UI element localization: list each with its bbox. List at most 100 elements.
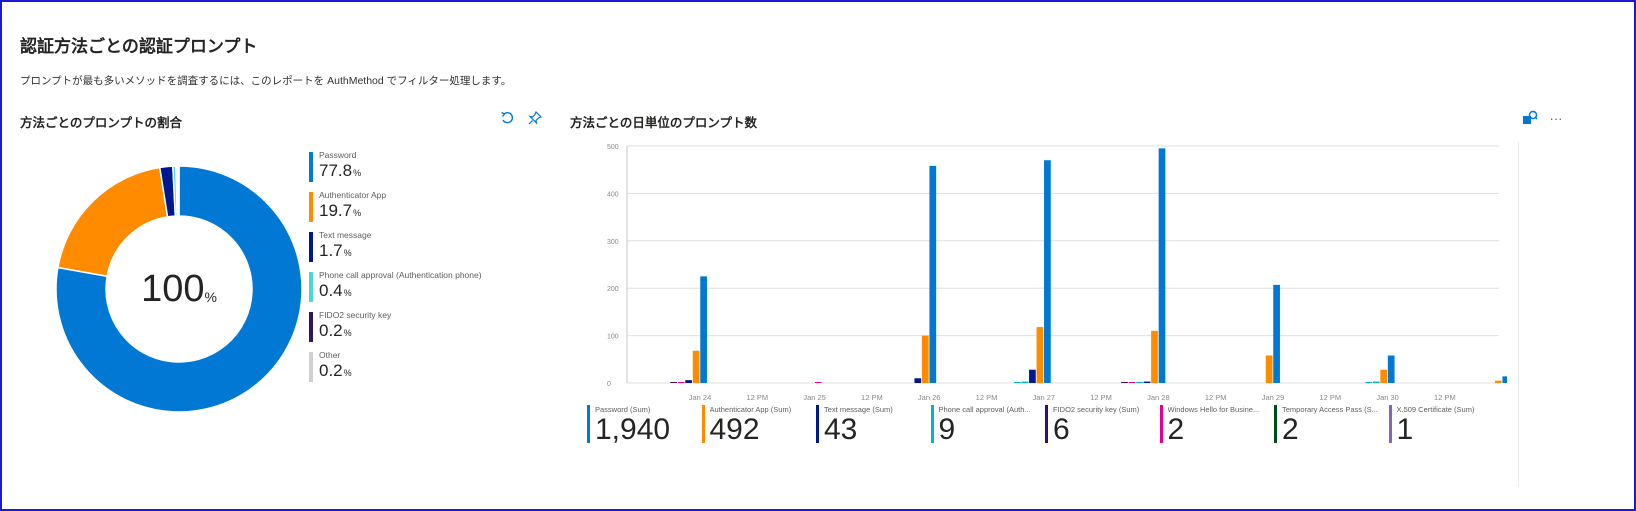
bar[interactable] xyxy=(692,350,700,383)
donut-slice[interactable] xyxy=(55,165,303,413)
summary-card: Phone call approval (Auth... 9 xyxy=(930,405,1051,447)
x-tick-label: 12 PM xyxy=(1434,393,1456,402)
bar[interactable] xyxy=(685,380,692,383)
legend-item[interactable]: Other 0.2% xyxy=(309,350,482,390)
legend-swatch xyxy=(309,152,313,182)
x-tick-label: 12 PM xyxy=(1205,393,1227,402)
bar[interactable] xyxy=(1044,160,1051,383)
more-icon[interactable]: ··· xyxy=(1549,110,1563,126)
x-tick-label: Jan 27 xyxy=(1033,393,1056,402)
bar[interactable] xyxy=(700,276,707,383)
legend-value-number: 19.7 xyxy=(319,201,353,220)
legend-item[interactable]: FIDO2 security key 0.2% xyxy=(309,310,482,350)
card-label: Password (Sum) xyxy=(595,405,651,414)
card-value: 2 xyxy=(1167,413,1185,446)
bar[interactable] xyxy=(1036,327,1044,383)
bar[interactable] xyxy=(1387,355,1395,383)
legend-name: Other xyxy=(319,350,341,360)
legend-swatch xyxy=(309,312,313,342)
card-color-bar xyxy=(1274,405,1277,443)
bar[interactable] xyxy=(1365,382,1373,383)
y-tick-label: 300 xyxy=(607,239,619,246)
undo-icon[interactable] xyxy=(497,108,517,128)
bar[interactable] xyxy=(1380,369,1388,383)
bar[interactable] xyxy=(1021,381,1029,383)
card-label: FIDO2 security key (Sum) xyxy=(1053,405,1140,414)
bar[interactable] xyxy=(814,382,822,383)
card-value: 9 xyxy=(938,413,956,446)
legend-swatch xyxy=(309,232,313,262)
x-tick-label: Jan 30 xyxy=(1376,393,1399,402)
legend-value: 0.2% xyxy=(319,361,482,383)
bar[interactable] xyxy=(1014,382,1021,383)
bar[interactable] xyxy=(1273,284,1280,383)
legend-swatch xyxy=(309,192,313,222)
y-tick-label: 400 xyxy=(607,191,619,198)
legend-name: Authenticator App xyxy=(319,190,387,200)
legend-value-number: 0.2 xyxy=(319,361,343,380)
x-tick-label: Jan 26 xyxy=(918,393,941,402)
card-label: Temporary Access Pass (S... xyxy=(1282,405,1378,414)
summary-card: X.509 Certificate (Sum) 1 xyxy=(1388,405,1509,447)
bar[interactable] xyxy=(1151,330,1158,383)
summary-card: Temporary Access Pass (S... 2 xyxy=(1274,405,1394,447)
bar[interactable] xyxy=(1502,376,1507,383)
y-tick-label: 100 xyxy=(607,334,619,341)
legend-item[interactable]: Password 77.8% xyxy=(309,150,482,190)
card-value: 1 xyxy=(1396,413,1414,446)
bar[interactable] xyxy=(1158,148,1166,383)
card-color-bar xyxy=(1388,405,1392,443)
x-tick-label: Jan 29 xyxy=(1262,393,1285,402)
card-color-bar xyxy=(587,405,590,443)
bar[interactable] xyxy=(1372,381,1380,383)
legend-item[interactable]: Authenticator App 19.7% xyxy=(309,190,482,230)
card-value: 2 xyxy=(1282,413,1299,446)
bar[interactable] xyxy=(677,382,685,383)
bar[interactable] xyxy=(1265,355,1273,383)
bar[interactable] xyxy=(1143,381,1151,383)
legend-value-number: 0.4 xyxy=(319,281,343,300)
x-tick-label: 12 PM xyxy=(746,393,768,402)
legend-item[interactable]: Phone call approval (Authentication phon… xyxy=(309,270,482,310)
legend-value: 1.7% xyxy=(319,241,482,263)
card-value: 6 xyxy=(1053,413,1070,446)
legend-value: 0.2% xyxy=(319,321,482,343)
bar[interactable] xyxy=(914,378,922,383)
x-tick-label: Jan 25 xyxy=(803,393,826,402)
legend-value-unit: % xyxy=(343,368,352,378)
bar[interactable] xyxy=(929,165,937,383)
legend-name: Password xyxy=(319,150,357,160)
pin-icon[interactable] xyxy=(525,108,545,128)
bar[interactable] xyxy=(1121,382,1128,383)
donut-legend: Password 77.8% Authenticator App 19.7% Text … xyxy=(309,150,482,390)
bar[interactable] xyxy=(670,382,677,383)
legend-value-number: 0.2 xyxy=(319,321,343,340)
bar[interactable] xyxy=(1128,382,1136,383)
card-label: Phone call approval (Auth... xyxy=(938,405,1031,414)
donut-chart: 100% xyxy=(54,164,304,414)
bar[interactable] xyxy=(1136,382,1143,383)
card-color-bar xyxy=(1159,405,1163,443)
page-subtitle: プロンプトが最も多いメソッドを調査するには、このレポートを AuthMethod… xyxy=(20,75,512,87)
query-icon[interactable] xyxy=(1520,108,1540,128)
legend-value: 19.7% xyxy=(319,201,482,223)
bar[interactable] xyxy=(921,335,929,383)
bar[interactable] xyxy=(1494,380,1502,383)
legend-value: 0.4% xyxy=(319,281,482,303)
x-tick-label: 12 PM xyxy=(861,393,883,402)
x-tick-label: 12 PM xyxy=(1090,393,1112,402)
x-tick-label: 12 PM xyxy=(1319,393,1341,402)
summary-card: FIDO2 security key (Sum) 6 xyxy=(1045,405,1165,447)
legend-swatch xyxy=(309,352,313,382)
card-value: 43 xyxy=(824,413,858,446)
legend-item[interactable]: Text message 1.7% xyxy=(309,230,482,270)
bar[interactable] xyxy=(1029,369,1036,383)
card-label: Windows Hello for Busine... xyxy=(1167,405,1260,414)
card-label: Text message (Sum) xyxy=(824,405,893,414)
legend-name: FIDO2 security key xyxy=(319,310,392,320)
donut-slice[interactable] xyxy=(176,165,180,217)
summary-card: Text message (Sum) 43 xyxy=(816,405,936,447)
donut-tile-title: 方法ごとのプロンプトの割合 xyxy=(20,116,183,130)
donut-center-unit: % xyxy=(204,289,217,305)
